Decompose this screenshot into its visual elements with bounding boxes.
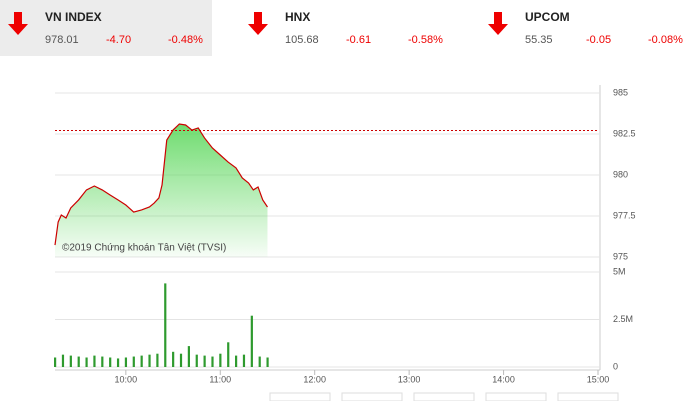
volume-bar [195, 354, 198, 367]
scroll-box[interactable] [557, 392, 619, 401]
volume-bar [54, 357, 57, 367]
volume-bar [172, 351, 175, 367]
x-tick-label: 15:00 [587, 374, 610, 384]
watermark: ©2019 Chứng khoán Tân Việt (TVSI) [62, 243, 226, 254]
volume-bar [85, 357, 88, 367]
volume-bar [101, 356, 104, 367]
volume-bar [235, 355, 238, 367]
volume-bar [140, 355, 143, 367]
index-pct: -0.08% [648, 34, 683, 46]
volume-bar [250, 315, 253, 367]
scroll-box[interactable] [485, 392, 547, 401]
volume-bar [266, 357, 269, 367]
volume-bar [179, 353, 183, 367]
index-pct: -0.48% [168, 34, 203, 46]
volume-bar [242, 354, 246, 367]
x-tick-label: 13:00 [398, 374, 421, 384]
y-tick-label: 980 [613, 169, 628, 179]
scroll-box[interactable] [269, 392, 331, 401]
index-value: 105.68 [285, 34, 319, 46]
volume-bar [109, 357, 112, 367]
volume-bar [203, 355, 206, 367]
x-tick-label: 12:00 [303, 374, 326, 384]
scroll-box[interactable] [341, 392, 403, 401]
volume-bar [61, 354, 65, 367]
index-change: -4.70 [106, 34, 132, 46]
volume-bar [116, 358, 120, 367]
volume-bar [124, 357, 128, 367]
x-tick-label: 11:00 [209, 374, 231, 384]
volume-bar [69, 355, 72, 367]
y-tick-label: 0 [613, 361, 618, 371]
index-tab[interactable]: UPCOM 55.35 -0.05 -0.08% [480, 0, 692, 56]
y-tick-label: 2.5M [613, 314, 633, 324]
scroll-box[interactable] [413, 392, 475, 401]
index-name: HNX [285, 10, 311, 24]
index-change: -0.05 [586, 34, 612, 46]
index-name: UPCOM [525, 10, 570, 24]
volume-bar [148, 354, 151, 367]
down-arrow [8, 12, 28, 35]
down-arrow [488, 12, 508, 35]
volume-bar [227, 342, 230, 367]
volume-bar [132, 356, 135, 367]
index-value: 55.35 [525, 34, 553, 46]
index-pct: -0.58% [408, 34, 443, 46]
x-tick-label: 14:00 [492, 374, 515, 384]
down-arrow [248, 12, 268, 35]
y-tick-label: 982.5 [613, 128, 636, 138]
price-line [54, 123, 268, 246]
y-tick-label: 5M [613, 266, 626, 276]
y-tick-label: 977.5 [613, 210, 636, 220]
volume-bar [93, 355, 96, 367]
x-tick-label: 10:00 [115, 374, 138, 384]
volume-bar [164, 283, 167, 367]
volume-bar [156, 353, 159, 367]
index-tab[interactable]: HNX 105.68 -0.61 -0.58% [240, 0, 452, 56]
volume-bar [219, 353, 222, 367]
index-tab[interactable]: VN INDEX 978.01 -4.70 -0.48% [0, 0, 212, 56]
index-name: VN INDEX [45, 10, 102, 24]
index-value: 978.01 [45, 34, 79, 46]
chart: 975 977.5 980 982.5 985 ©2019 Chứng khoán Tân… [54, 85, 636, 401]
volume-bar [77, 356, 80, 367]
y-tick-label: 975 [613, 251, 628, 261]
index-change: -0.61 [346, 34, 372, 46]
volume-bar [187, 346, 190, 367]
volume-bar [258, 356, 261, 367]
y-tick-label: 985 [613, 87, 628, 97]
volume-bar [211, 356, 214, 367]
